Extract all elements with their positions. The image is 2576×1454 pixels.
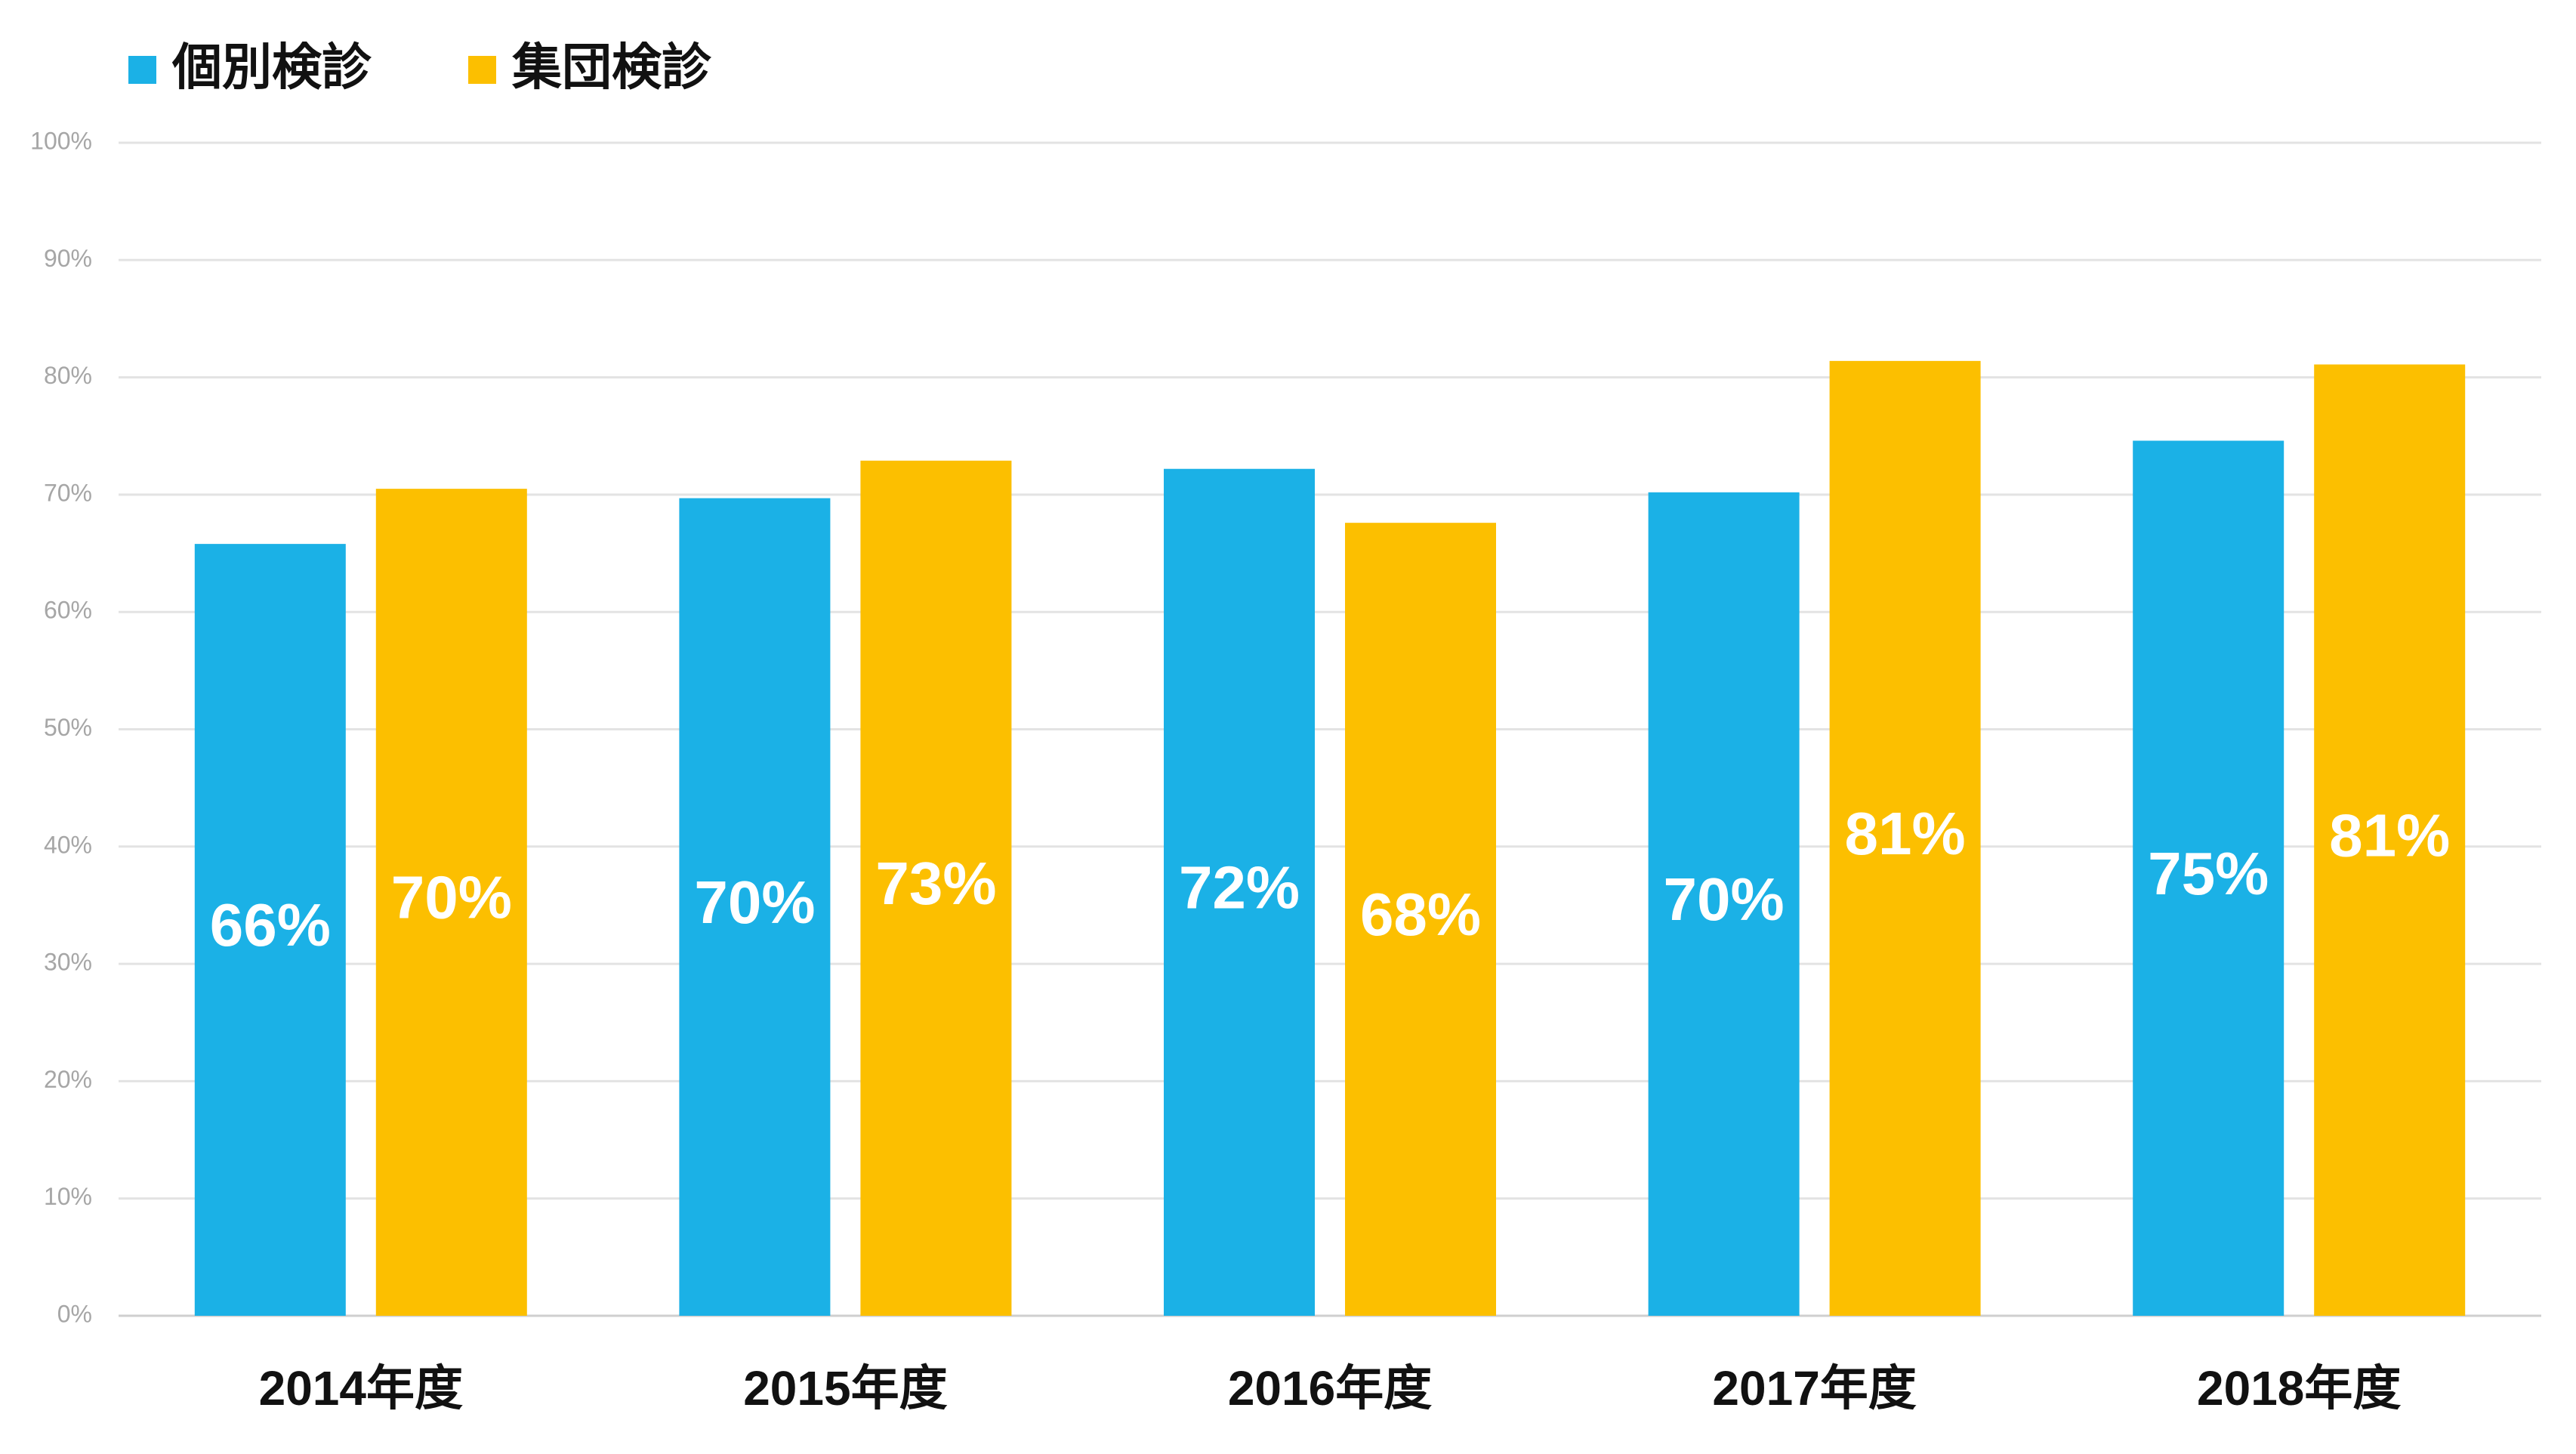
legend-swatch: [128, 56, 156, 84]
x-tick-label: 2018年度: [2197, 1361, 2401, 1415]
bar: [194, 544, 346, 1316]
bar: [1648, 492, 1800, 1317]
y-tick-label: 30%: [44, 949, 92, 976]
y-tick-label: 70%: [44, 479, 92, 506]
value-label: 66%: [210, 891, 331, 959]
bar: [860, 460, 1012, 1316]
value-label: 70%: [391, 864, 512, 931]
legend-label: 個別検診: [171, 39, 372, 94]
bar: [375, 489, 527, 1316]
y-tick-label: 90%: [44, 245, 92, 272]
x-tick-label: 2014年度: [259, 1361, 463, 1415]
x-tick-label: 2017年度: [1712, 1361, 1916, 1415]
value-label: 81%: [2329, 801, 2450, 869]
y-tick-label: 20%: [44, 1066, 92, 1093]
bar: [2133, 440, 2284, 1317]
bar: [1164, 468, 1315, 1316]
y-tick-label: 50%: [44, 714, 92, 741]
x-tick-label: 2016年度: [1228, 1361, 1432, 1415]
value-label: 68%: [1360, 881, 1481, 948]
y-tick-label: 80%: [44, 362, 92, 389]
y-tick-label: 0%: [57, 1300, 92, 1327]
bar: [1829, 360, 1981, 1316]
value-label: 70%: [694, 869, 815, 936]
value-label: 70%: [1664, 866, 1785, 933]
bar: [1345, 523, 1496, 1316]
y-tick-label: 100%: [30, 127, 92, 154]
value-label: 73%: [875, 850, 996, 917]
value-label: 81%: [1845, 800, 1966, 867]
x-tick-label: 2015年度: [743, 1361, 947, 1415]
legend-swatch: [468, 56, 496, 84]
bar: [2314, 364, 2466, 1317]
value-label: 72%: [1179, 854, 1300, 921]
legend-label: 集団検診: [511, 39, 712, 94]
y-tick-label: 40%: [44, 831, 92, 858]
value-label: 75%: [2148, 840, 2269, 907]
y-tick-label: 60%: [44, 597, 92, 624]
bar: [679, 498, 831, 1316]
y-tick-label: 10%: [44, 1183, 92, 1210]
